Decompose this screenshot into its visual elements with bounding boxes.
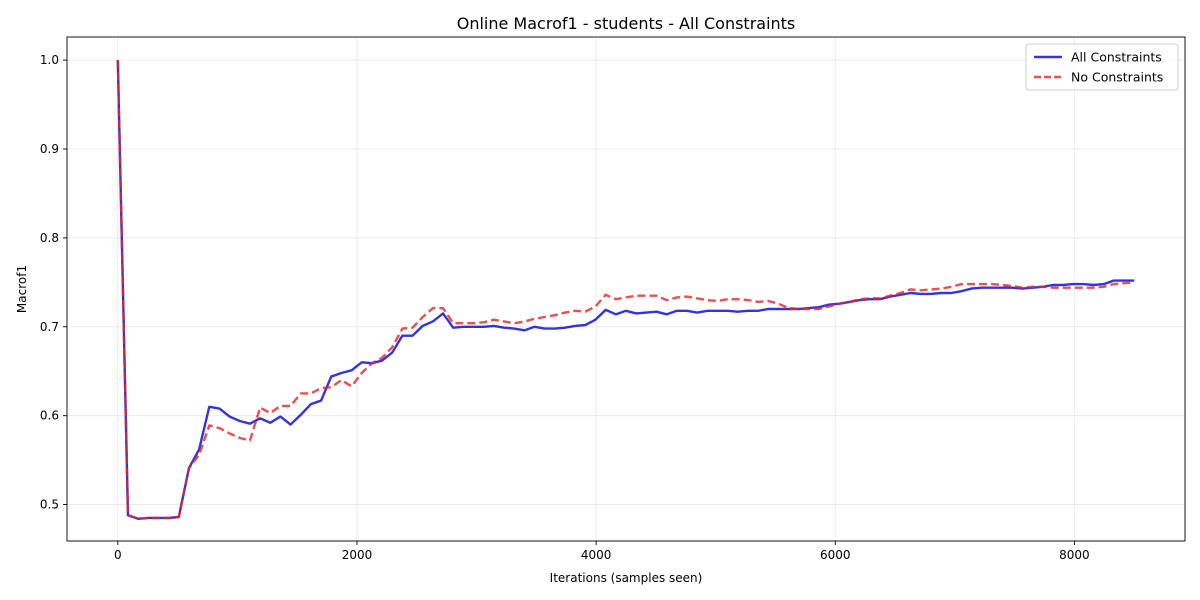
y-tick-label: 0.7 <box>40 320 59 334</box>
grid <box>67 37 1185 541</box>
y-axis-label: Macrof1 <box>15 265 29 313</box>
y-tick-label: 1.0 <box>40 53 59 67</box>
series-lines <box>116 60 1135 520</box>
series-line-all-constraints <box>116 60 1135 520</box>
x-tick-label: 0 <box>114 548 122 562</box>
series-line-no-constraints <box>116 60 1135 520</box>
y-tick-label: 0.8 <box>40 231 59 245</box>
x-axis-ticks: 0 2000 4000 6000 8000 <box>114 541 1090 562</box>
y-axis-ticks: 0.5 0.6 0.7 0.8 0.9 1.0 <box>40 53 67 512</box>
y-tick-label: 0.9 <box>40 142 59 156</box>
legend-box <box>1025 43 1179 91</box>
x-tick-label: 4000 <box>581 548 612 562</box>
legend-label-all-constraints: All Constraints <box>1071 50 1162 65</box>
x-tick-label: 6000 <box>820 548 851 562</box>
x-tick-label: 8000 <box>1059 548 1090 562</box>
chart-title: Online Macrof1 - students - All Constrai… <box>457 14 796 33</box>
y-tick-label: 0.6 <box>40 409 59 423</box>
y-tick-label: 0.5 <box>40 498 59 512</box>
legend-label-no-constraints: No Constraints <box>1071 70 1163 85</box>
x-tick-label: 2000 <box>342 548 373 562</box>
legend: All Constraints No Constraints <box>1025 43 1179 91</box>
plot-frame <box>66 36 1186 542</box>
x-axis-label: Iterations (samples seen) <box>550 571 703 585</box>
